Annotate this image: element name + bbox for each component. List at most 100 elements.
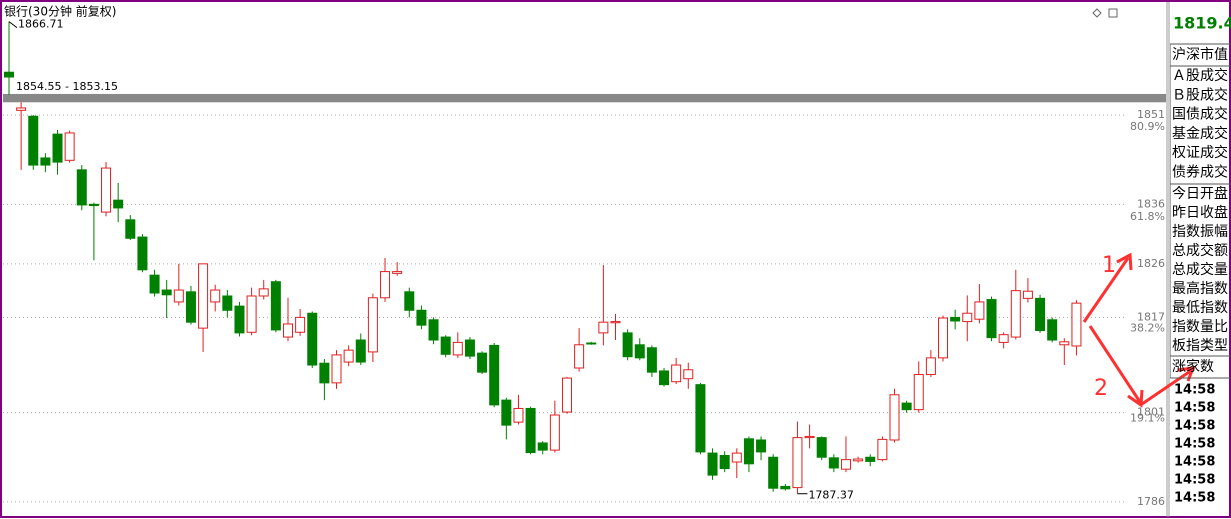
candle-body (683, 369, 694, 380)
candle-body (901, 402, 912, 411)
candle-body (1047, 319, 1058, 341)
candle-body (367, 297, 378, 353)
candle-body (659, 370, 670, 386)
candle-body (101, 167, 112, 213)
candle-body (416, 309, 427, 326)
candle-body (88, 203, 99, 207)
candle-body (210, 289, 221, 303)
trade-time: 14:58 (1174, 491, 1215, 506)
candle-body (234, 305, 245, 334)
candle-body (501, 399, 512, 426)
candle-body (913, 374, 924, 411)
trade-time: 14:58 (1174, 473, 1215, 488)
candle-body (343, 349, 354, 363)
candle-body (113, 199, 124, 209)
panel-row: 总成交额 (1172, 242, 1228, 259)
arrow-label: 1 (1102, 253, 1116, 278)
candle-body (574, 344, 585, 369)
candle-body (173, 289, 184, 303)
candle-body (1035, 297, 1046, 332)
panel-row: 基金成交 (1172, 125, 1228, 142)
arrow-2-head (1127, 389, 1144, 408)
candle-body (307, 312, 318, 366)
panel-header: 沪深市值 (1172, 46, 1228, 63)
annotation-arrows (1082, 252, 1196, 408)
candle-body (756, 439, 767, 453)
candle-body (695, 384, 706, 453)
candle-body (622, 332, 633, 358)
candle-body (404, 291, 415, 311)
panel-footer: 涨家数 (1172, 358, 1214, 375)
candle-body (549, 414, 560, 451)
panel-row: Ａ股成交 (1172, 67, 1228, 84)
y-tick-label: 1817 (1137, 310, 1165, 323)
y-tick-label: 1836 (1137, 197, 1165, 210)
candle-body (28, 115, 39, 166)
fib-label: 38.2% (1130, 321, 1165, 334)
candle-body (295, 316, 306, 333)
panel-row: 最高指数 (1172, 280, 1228, 297)
panel-row: 指数量比 (1172, 319, 1228, 335)
candle-body (40, 157, 51, 166)
candle-body (1059, 341, 1070, 346)
candle-body (513, 407, 524, 423)
candle-body (319, 362, 330, 384)
candle-body (198, 263, 209, 329)
candle-body (355, 339, 366, 363)
chart-title: 银行(30分钟 前复权) (4, 4, 116, 19)
square-icon[interactable] (1108, 8, 1118, 18)
candle-body (865, 456, 876, 462)
candle-body (331, 354, 342, 384)
candle-body (52, 133, 63, 163)
candle-body (525, 407, 536, 453)
candle-body (780, 485, 791, 490)
candle-body (246, 295, 257, 333)
trade-time: 14:58 (1174, 383, 1215, 398)
panel-row: 债券成交 (1172, 164, 1228, 181)
trade-time: 14:58 (1174, 401, 1215, 416)
candle-body (270, 281, 281, 331)
candle-body (149, 274, 160, 294)
candle-body (743, 438, 754, 465)
candle-body (853, 458, 864, 462)
candle-body (804, 435, 815, 439)
panel-row: 今日开盘 (1172, 185, 1228, 202)
candle-body (1071, 302, 1082, 347)
arrow-3-head (1177, 366, 1196, 382)
candle-body (840, 459, 851, 470)
candle-body (828, 457, 839, 469)
max-label: 1866.71 (18, 18, 64, 31)
max-pointer (8, 21, 18, 29)
candle-body (768, 456, 779, 489)
arrow-1-head (1116, 252, 1133, 271)
candle-body (477, 352, 488, 373)
panel-row: 权证成交 (1172, 144, 1228, 161)
candle-body (598, 321, 609, 334)
arrow-2 (1088, 325, 1142, 403)
candle-body (889, 394, 900, 441)
panel-row: 昨日收盘 (1172, 204, 1228, 221)
panel-price: 1819.4 (1173, 14, 1231, 33)
arrow-1 (1082, 257, 1130, 323)
candle-body (161, 289, 172, 296)
fib-label: 19.1% (1130, 412, 1165, 425)
diamond-icon[interactable] (1092, 8, 1102, 18)
candle-body (938, 317, 949, 359)
candle-body (185, 291, 196, 323)
candle-body (634, 344, 645, 359)
panel-row: 板指类型 (1172, 338, 1228, 354)
y-tick-label: 1801 (1137, 406, 1165, 419)
candle-body (974, 301, 985, 320)
candle-body (222, 295, 233, 311)
candle-body (610, 321, 621, 324)
panel-row: 指数振幅 (1172, 224, 1228, 240)
y-tick-label: 1851 (1137, 108, 1165, 121)
arrow-3 (1141, 368, 1193, 406)
candle-body (586, 342, 597, 345)
candle-body (925, 357, 936, 376)
candle-body (962, 312, 973, 323)
candle-body (392, 271, 403, 274)
candle-body (646, 347, 657, 373)
